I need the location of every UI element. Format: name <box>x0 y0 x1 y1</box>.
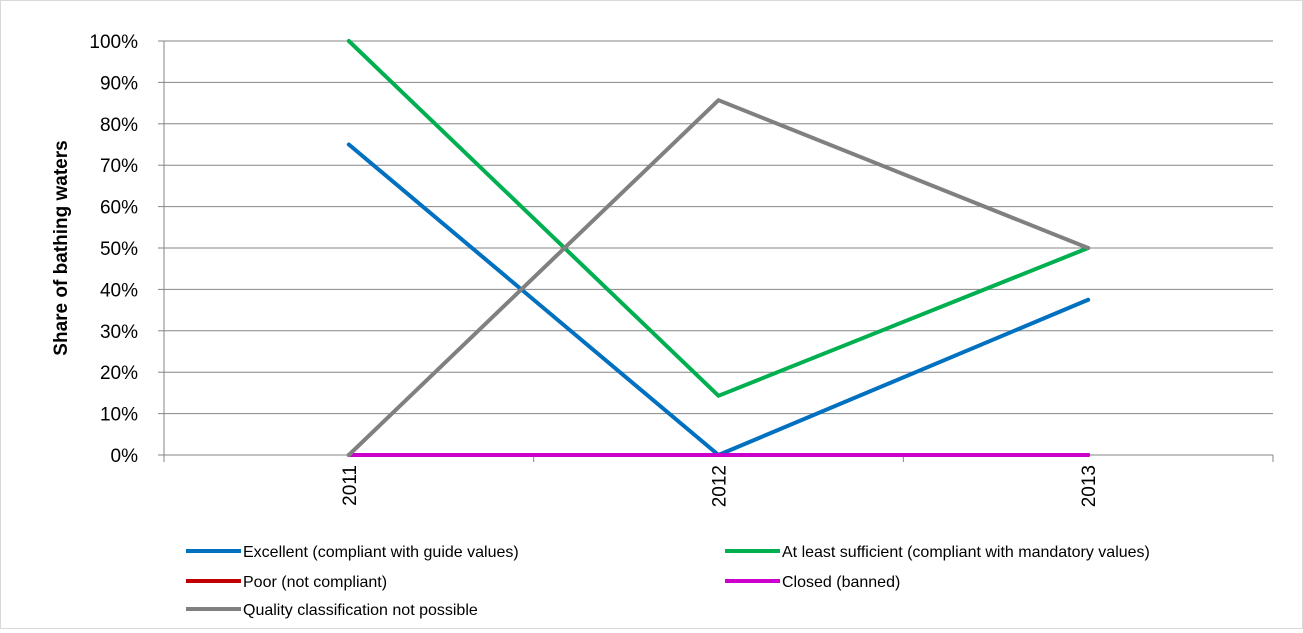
y-tick-labels: 0% 10% 20% 30% 40% 50% 60% 70% 80% 90% 100% <box>89 32 138 467</box>
legend-label: Closed (banned) <box>782 574 900 591</box>
y-tick-label: 40% <box>100 280 138 301</box>
y-axis-label: Share of bathing waters <box>51 140 72 355</box>
legend: Excellent (compliant with guide values) A… <box>186 544 1150 619</box>
legend-label: At least sufficient (compliant with mand… <box>782 544 1150 561</box>
y-tick-label: 70% <box>100 156 138 177</box>
y-tick-label: 90% <box>100 73 138 94</box>
x-tick-labels: 2011 2012 2013 <box>340 465 1100 507</box>
y-tick-label: 80% <box>100 115 138 136</box>
series-lines <box>346 39 1091 457</box>
x-tick-label: 2011 <box>340 465 361 506</box>
y-tick-label: 60% <box>100 198 138 219</box>
series-line-1 <box>346 142 1091 457</box>
legend-label: Poor (not compliant) <box>243 574 387 591</box>
x-tick-label: 2013 <box>1079 465 1100 507</box>
series-line-2 <box>346 39 1091 398</box>
y-tick-label: 20% <box>100 363 138 384</box>
gridlines <box>164 40 1273 415</box>
y-tick-label: 30% <box>100 322 138 343</box>
y-tick-label: 100% <box>89 32 138 53</box>
y-tick-label: 50% <box>100 239 138 260</box>
y-tick-label: 0% <box>111 446 139 467</box>
y-tick-label: 10% <box>100 405 138 426</box>
series-line-5 <box>346 98 1091 457</box>
legend-label: Excellent (compliant with guide values) <box>243 544 519 561</box>
x-tick-label: 2012 <box>710 465 731 507</box>
legend-label: Quality classification not possible <box>243 602 478 619</box>
